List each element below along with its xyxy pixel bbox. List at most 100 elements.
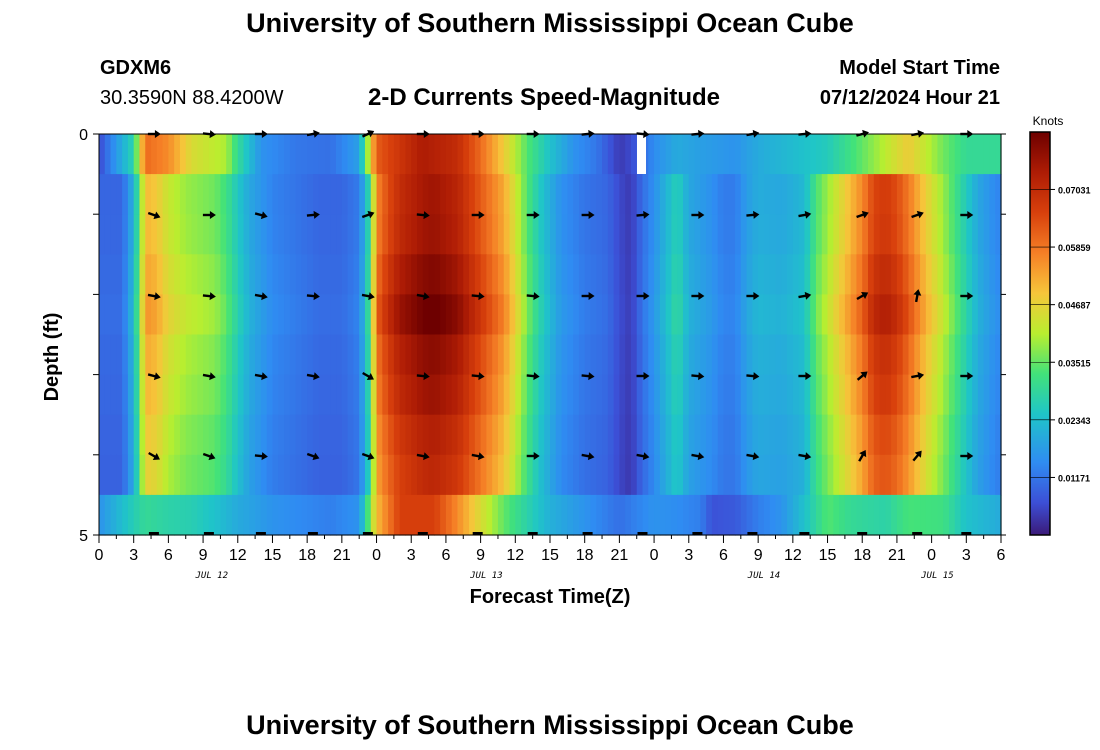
heatmap-cell [925, 174, 933, 215]
heatmap-cell [156, 334, 164, 376]
heatmap-cell [948, 254, 956, 295]
heatmap-cell [214, 374, 222, 416]
heatmap-cell [220, 454, 227, 496]
heatmap-cell [879, 334, 886, 376]
heatmap-cell [596, 454, 603, 496]
colorbar-ticks: 0.070310.058590.046870.035150.023430.011… [1030, 185, 1091, 483]
heatmap-cell [399, 214, 407, 255]
heatmap-cell [665, 414, 673, 456]
heatmap-cell [787, 414, 794, 456]
current-arrow-stub [203, 532, 214, 535]
current-arrow [581, 211, 595, 219]
current-arrow [416, 292, 430, 301]
heatmap-cell [625, 334, 632, 376]
heatmap-cell [162, 414, 169, 456]
heatmap-cell [665, 214, 673, 255]
heatmap-cell [596, 294, 603, 336]
current-arrow [581, 372, 595, 381]
heatmap-cell [532, 214, 540, 255]
heatmap-cell [463, 374, 470, 416]
heatmap-cell [688, 214, 696, 255]
heatmap-cell [243, 214, 250, 255]
heatmap-cell [191, 454, 198, 496]
heatmap-cell [856, 414, 863, 456]
heatmap-cell [729, 494, 736, 536]
heatmap-cell [168, 174, 175, 215]
heatmap-cell [746, 174, 753, 215]
heatmap-cell [613, 494, 620, 536]
heatmap-cell [289, 494, 297, 536]
heatmap-cell [868, 414, 875, 456]
heatmap-cell [179, 374, 187, 416]
heatmap-cell [584, 494, 592, 536]
x-axis: 0 3 6 9 12 15 18 21 0 3 6 9 12 15 18 21 0 3 6 9 12 15 18 21 0 3 6J… [95, 535, 1006, 581]
heatmap-cell [735, 414, 742, 456]
heatmap-cell [284, 134, 291, 175]
heatmap-cell [99, 134, 106, 175]
heatmap-cell [550, 494, 557, 536]
heatmap-cell [960, 414, 967, 456]
heatmap-cell [168, 454, 175, 496]
heatmap-cell [312, 374, 320, 416]
heatmap-cell [868, 334, 875, 376]
heatmap-cell [104, 254, 112, 295]
heatmap-cell [798, 494, 806, 536]
heatmap-cell [868, 254, 875, 295]
heatmap-cell [810, 494, 817, 536]
heatmap-cell [792, 214, 800, 255]
heatmap-cell [330, 494, 337, 536]
heatmap-cell [839, 494, 846, 536]
heatmap-cell [960, 254, 967, 295]
heatmap-cell [630, 134, 638, 175]
colorbar-tick-label: 0.04687 [1058, 301, 1091, 311]
heatmap-cell [370, 374, 378, 416]
heatmap-cell [885, 174, 892, 215]
heatmap-cell [682, 294, 690, 336]
current-arrow-stub [692, 532, 703, 535]
heatmap-cell [856, 334, 863, 376]
heatmap-cell [278, 374, 285, 416]
heatmap-cell [815, 454, 823, 496]
heatmap-cell [613, 414, 620, 456]
heatmap-cell [943, 494, 950, 536]
heatmap-cell [729, 414, 736, 456]
heatmap-cell [411, 254, 418, 295]
heatmap-cell [330, 414, 337, 456]
current-arrow [798, 372, 812, 380]
heatmap-cell [388, 254, 395, 295]
heatmap-cell [584, 454, 592, 496]
heatmap-cell [116, 454, 123, 496]
heatmap-cell [763, 454, 771, 496]
heatmap-cell [925, 214, 933, 255]
heatmap-cell [810, 334, 817, 376]
heatmap-cell [538, 254, 545, 295]
heatmap-cell [798, 334, 806, 376]
heatmap-cell [677, 254, 684, 295]
heatmap-cell [763, 494, 771, 536]
heatmap-cell [584, 414, 592, 456]
heatmap-cell [214, 454, 222, 496]
heatmap-cell [284, 294, 291, 336]
heatmap-cell [607, 494, 615, 536]
heatmap-cell [972, 214, 979, 255]
heatmap-cell [509, 454, 516, 496]
heatmap-cell [324, 334, 331, 376]
heatmap-cell [515, 334, 522, 376]
heatmap-cell [578, 294, 586, 336]
heatmap-cell [642, 174, 649, 215]
heatmap-cell [353, 494, 360, 536]
heatmap-cell [168, 414, 175, 456]
heatmap-cell [266, 414, 274, 456]
heatmap-cell [110, 454, 117, 496]
heatmap-cell [977, 374, 985, 416]
date-label: JUL 14 [747, 571, 781, 581]
heatmap-cell [943, 374, 950, 416]
heatmap-cell [341, 294, 349, 336]
heatmap-cell [902, 174, 910, 215]
heatmap-cell [353, 134, 360, 175]
heatmap-cell [324, 454, 331, 496]
heatmap-cell [665, 334, 673, 376]
heatmap-cell [139, 294, 146, 336]
heatmap-cell [185, 414, 193, 456]
heatmap-cell [336, 454, 343, 496]
